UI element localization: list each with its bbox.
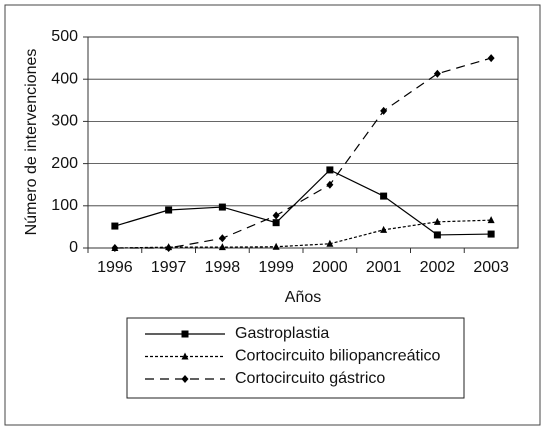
marker: [326, 166, 334, 174]
marker: [165, 206, 173, 214]
legend-marker: [181, 375, 189, 383]
x-tick-label: 1998: [205, 259, 241, 276]
x-tick-label: 2001: [366, 259, 402, 276]
marker: [487, 216, 495, 224]
marker: [326, 180, 334, 189]
x-tick-label: 2000: [312, 259, 348, 276]
marker: [218, 234, 226, 243]
series-line: [114, 57, 492, 249]
x-tick-label: 1997: [151, 259, 187, 276]
marker: [272, 242, 280, 250]
marker: [218, 243, 226, 251]
x-tick-label: 1996: [97, 259, 133, 276]
marker: [380, 192, 388, 200]
y-tick-label: 200: [51, 155, 78, 172]
marker: [487, 54, 495, 63]
legend-marker: [181, 330, 189, 338]
marker: [272, 219, 280, 227]
x-tick-label: 2003: [473, 259, 509, 276]
marker: [111, 222, 119, 230]
legend-label: Gastroplastia: [235, 325, 329, 342]
y-tick-label: 500: [51, 28, 78, 45]
marker: [433, 217, 441, 225]
y-tick-label: 400: [51, 70, 78, 87]
marker: [272, 211, 280, 220]
y-tick-label: 0: [69, 239, 78, 256]
marker: [111, 244, 119, 252]
legend-label: Cortocircuito gástrico: [235, 370, 385, 387]
marker: [487, 230, 495, 238]
x-tick-label: 1999: [258, 259, 294, 276]
marker: [380, 225, 388, 233]
marker: [165, 244, 173, 252]
x-axis-label: Años: [285, 289, 321, 306]
y-tick-label: 100: [51, 197, 78, 214]
legend-marker: [181, 352, 189, 360]
marker: [326, 239, 334, 247]
marker: [433, 231, 441, 239]
y-tick-label: 300: [51, 113, 78, 130]
legend-label: Cortocircuito biliopancreático: [235, 348, 441, 365]
marker: [218, 203, 226, 211]
x-tick-label: 2002: [420, 259, 456, 276]
y-axis-label: Número de intervenciones: [23, 49, 40, 236]
series-line: [114, 219, 492, 249]
marker: [433, 69, 441, 78]
marker: [380, 106, 388, 115]
series-line: [114, 169, 492, 236]
